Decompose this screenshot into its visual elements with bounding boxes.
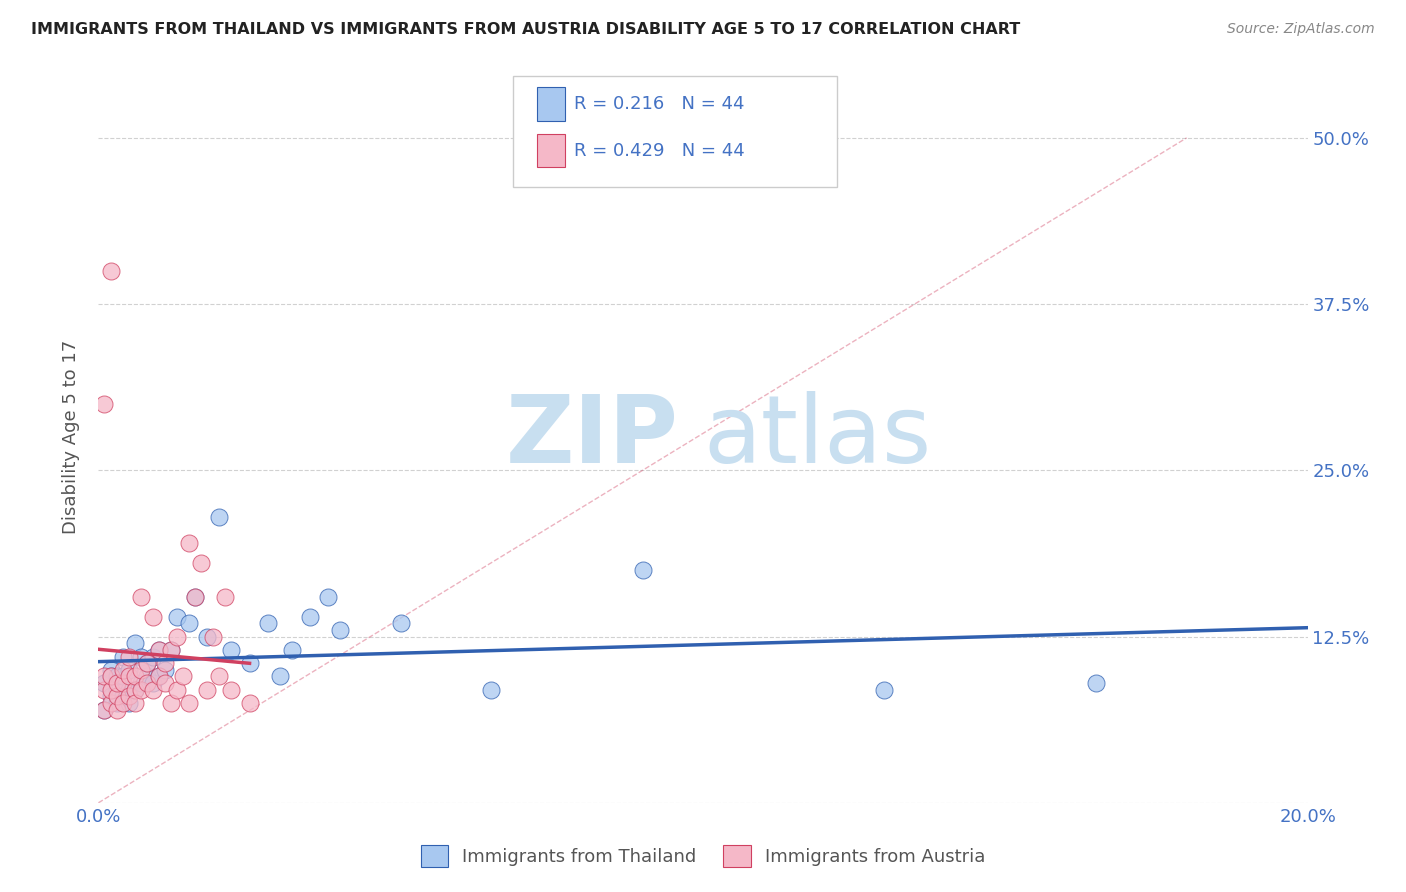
Point [166,682,188,697]
Point [153,656,176,670]
Text: R = 0.216   N = 44: R = 0.216 N = 44 [574,95,744,113]
Point [118,663,141,677]
Point [135,669,157,683]
Point [93,676,115,690]
Point [256,616,278,631]
Point [100,669,122,683]
Point [100,264,122,278]
Point [481,682,503,697]
Point [148,669,170,683]
Point [1085,676,1108,690]
Point [118,696,141,710]
Point [105,669,128,683]
Point [129,676,152,690]
Point [172,669,194,683]
Point [148,669,170,683]
Point [93,703,115,717]
Point [135,656,157,670]
Point [195,682,218,697]
Y-axis label: Disability Age 5 to 17: Disability Age 5 to 17 [62,340,80,534]
Point [129,649,152,664]
Point [142,676,165,690]
Point [239,656,262,670]
Point [873,682,896,697]
Point [184,590,207,604]
Text: IMMIGRANTS FROM THAILAND VS IMMIGRANTS FROM AUSTRIA DISABILITY AGE 5 TO 17 CORRE: IMMIGRANTS FROM THAILAND VS IMMIGRANTS F… [31,22,1021,37]
Text: Source: ZipAtlas.com: Source: ZipAtlas.com [1227,22,1375,37]
Point [208,509,231,524]
Point [214,590,236,604]
Point [93,397,115,411]
Point [269,669,291,683]
Point [100,663,122,677]
Point [160,696,183,710]
Point [148,643,170,657]
Point [100,682,122,697]
Point [105,703,128,717]
Point [221,682,243,697]
Point [221,643,243,657]
Point [111,663,134,677]
Point [329,623,352,637]
Point [118,649,141,664]
Point [118,682,141,697]
Point [111,696,134,710]
Point [111,690,134,704]
Point [129,682,152,697]
Point [93,703,115,717]
Point [93,669,115,683]
Point [208,669,231,683]
Legend: Immigrants from Thailand, Immigrants from Austria: Immigrants from Thailand, Immigrants fro… [413,838,993,874]
Point [389,616,412,631]
Point [142,682,165,697]
Point [179,536,201,550]
Point [299,609,322,624]
Text: ZIP: ZIP [506,391,679,483]
Point [124,696,146,710]
Point [195,630,218,644]
Point [100,669,122,683]
Point [202,630,225,644]
Point [124,682,146,697]
Point [166,609,188,624]
Point [111,649,134,664]
Point [105,696,128,710]
Point [124,636,146,650]
Point [100,690,122,704]
Point [316,590,339,604]
Point [124,669,146,683]
Point [124,682,146,697]
Point [160,643,183,657]
Point [239,696,262,710]
Point [105,690,128,704]
Point [190,557,212,571]
Point [135,656,157,670]
Point [142,609,165,624]
Point [100,696,122,710]
Point [135,676,157,690]
Point [166,630,188,644]
Point [631,563,654,577]
Point [105,682,128,697]
Point [179,616,201,631]
Point [111,669,134,683]
Point [93,682,115,697]
Point [281,643,304,657]
Text: R = 0.429   N = 44: R = 0.429 N = 44 [574,142,744,160]
Point [153,676,176,690]
Point [105,676,128,690]
Text: atlas: atlas [703,391,931,483]
Point [142,649,165,664]
Point [129,590,152,604]
Point [160,643,183,657]
Point [184,590,207,604]
Point [148,643,170,657]
Point [179,696,201,710]
Point [153,663,176,677]
Point [118,669,141,683]
Point [111,676,134,690]
Point [118,690,141,704]
Point [129,663,152,677]
